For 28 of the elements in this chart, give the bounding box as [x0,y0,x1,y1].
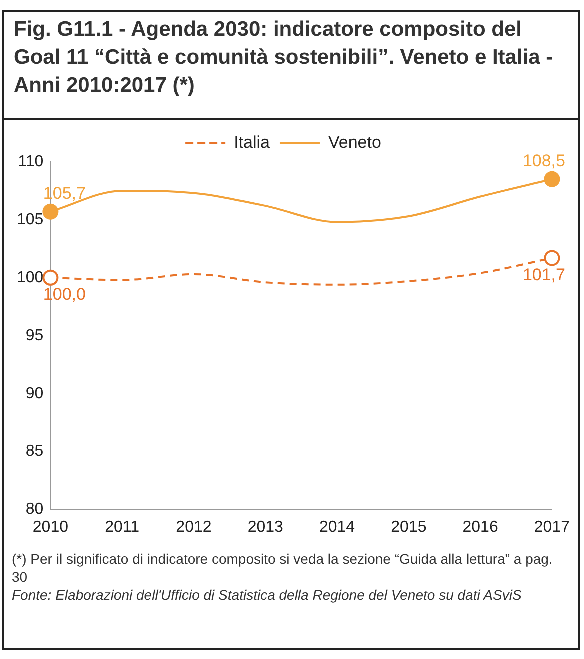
x-tick-label: 2010 [32,518,69,536]
y-tick-label: 85 [26,443,44,460]
point [42,204,59,220]
y-tick-label: 105 [16,211,44,228]
x-tick-label: 2015 [391,518,427,536]
legend-label: Veneto [328,133,382,152]
point [42,270,59,286]
data-label: 108,5 [522,152,566,171]
x-tick-label: 2011 [105,518,140,536]
data-label: 105,7 [43,184,86,204]
data-label: 101,7 [522,265,566,284]
source-note: Fonte: Elaborazioni dell'Ufficio di Statistica della Regione del Veneto su dati ASviS [12,586,523,604]
x-tick-label: 2013 [248,518,284,536]
y-tick-label: 80 [26,501,44,518]
x-tick-label: 2012 [176,518,212,536]
text: (*) Per il significato di indicatore composito si veda la sezione “Guida alla lettura” a pag. 30 [12,550,554,586]
point [544,171,560,188]
point [544,250,560,266]
legend-label: Italia [234,133,271,152]
x-tick-label: 2014 [319,518,356,536]
y-tick-label: 90 [26,385,44,402]
y-tick-label: 95 [26,327,44,344]
chart-title: Fig. G11.1 - Agenda 2030: indicatore composito del Goal 11 “Città e comunità sostenibili”. Veneto e Italia - Anni 2010:2017 (*) [4,12,578,120]
x-tick-label: 2017 [534,518,570,536]
x-tick-label: 2016 [462,518,498,536]
data-label: 100,0 [43,285,86,304]
y-tick-label: 100 [16,269,44,286]
y-tick-label: 110 [18,153,44,170]
